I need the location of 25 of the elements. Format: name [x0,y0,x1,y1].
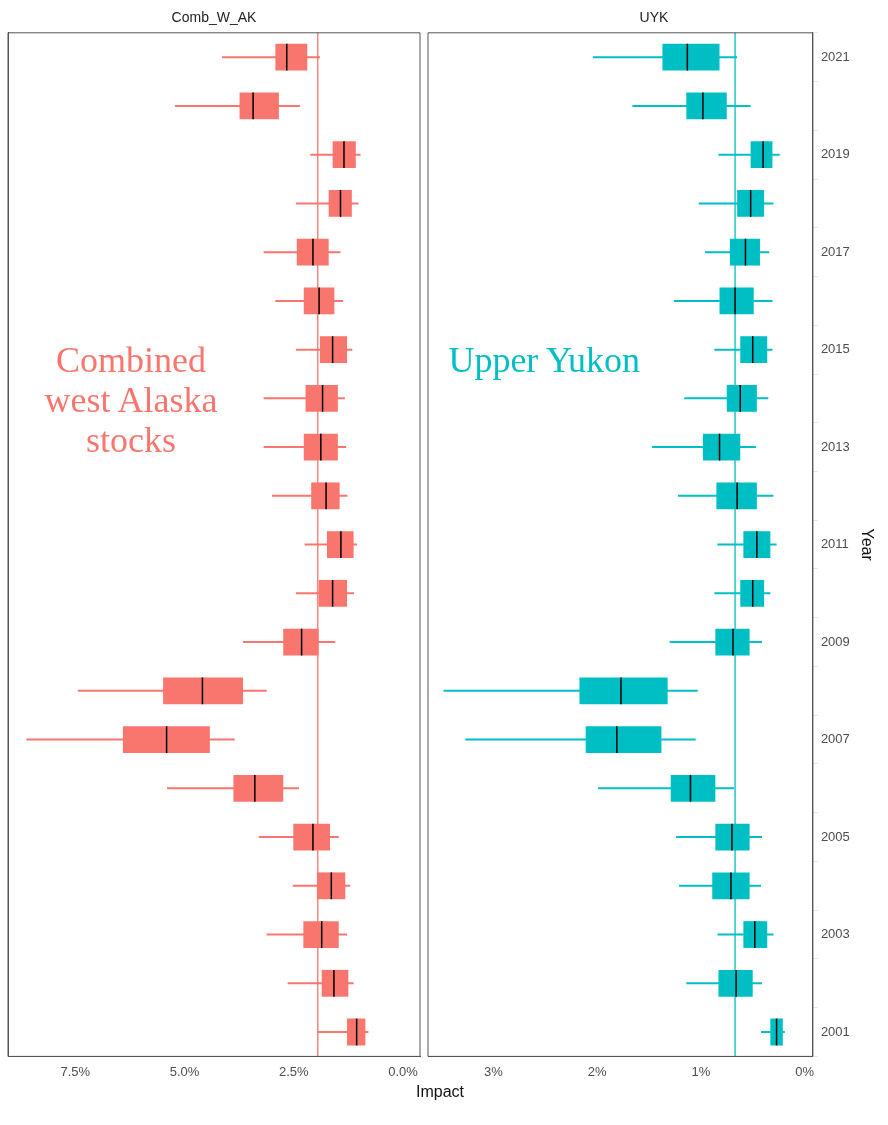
y-tick-label: 2007 [820,731,850,747]
y-tick-label: 2009 [820,633,850,649]
x-tick-label: 2% [587,1063,607,1079]
x-tick-label: 1% [691,1063,711,1079]
y-tick-label: 2013 [820,438,850,454]
x-tick-label: 0% [795,1063,815,1079]
y-tick-label: 2001 [820,1023,850,1039]
x-tick-label: 7.5% [60,1063,91,1079]
x-tick-label: 5.0% [169,1063,200,1079]
x-tick-label: 2.5% [278,1063,309,1079]
chart-title: Comb_W_AK [171,9,258,26]
y-tick-label: 2005 [820,828,850,844]
x-axis-title: Impact [415,1083,465,1101]
annotation: Upper Yukon [448,339,641,380]
chart-title: UYK [639,9,670,26]
x-tick-label: 3% [483,1063,504,1079]
y-tick-label: 2019 [820,146,850,162]
x-tick-label: 0.0% [388,1063,419,1079]
y-axis-title: Year [858,528,876,562]
y-tick-label: 2015 [820,341,850,357]
annotation: Combined west Alaska stocks [43,339,219,460]
y-tick-label: 2003 [820,926,850,942]
y-tick-label: 2021 [820,48,850,64]
y-tick-label: 2011 [820,536,849,552]
y-tick-label: 2017 [820,243,850,259]
